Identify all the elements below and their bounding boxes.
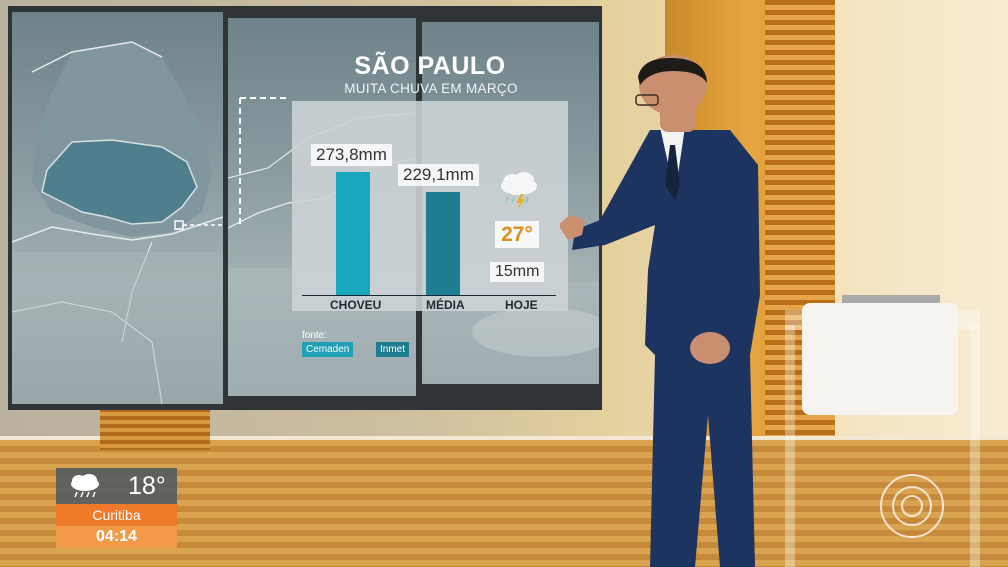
bar-media — [426, 191, 460, 295]
category-label-hoje: HOJE — [505, 298, 538, 312]
cloud-lightning-icon — [501, 172, 537, 210]
source-label: fonte: — [302, 330, 328, 341]
weather-time: 04:14 — [56, 526, 177, 548]
source-inmet: Inmet — [376, 342, 410, 357]
chart-baseline — [302, 295, 556, 296]
category-label-choveu: CHOVEU — [330, 298, 382, 312]
map-illustration — [12, 41, 223, 404]
weather-widget: 18° Curitiba 04:14 — [56, 468, 177, 548]
studio-desk — [785, 295, 980, 567]
weather-city: Curitiba — [56, 504, 177, 526]
value-label-media: 229,1mm — [398, 163, 479, 186]
value-label-hoje: 15mm — [490, 262, 545, 282]
value-label-choveu: 273,8mm — [311, 143, 392, 166]
graphic-title: SÃO PAULO — [354, 52, 506, 80]
graphic-subtitle: MUITA CHUVA EM MARÇO — [344, 81, 518, 96]
bar-choveu — [336, 171, 370, 295]
cloud-rain-icon — [71, 474, 99, 498]
category-label-media: MÉDIA — [426, 298, 465, 312]
globo-logo-icon — [880, 474, 944, 538]
today-temperature: 27° — [495, 221, 539, 248]
weather-temperature: 18° — [128, 472, 166, 500]
source-cemaden: Cemaden — [302, 342, 354, 357]
presenter — [560, 55, 760, 567]
video-wall-panel-map — [12, 12, 223, 404]
